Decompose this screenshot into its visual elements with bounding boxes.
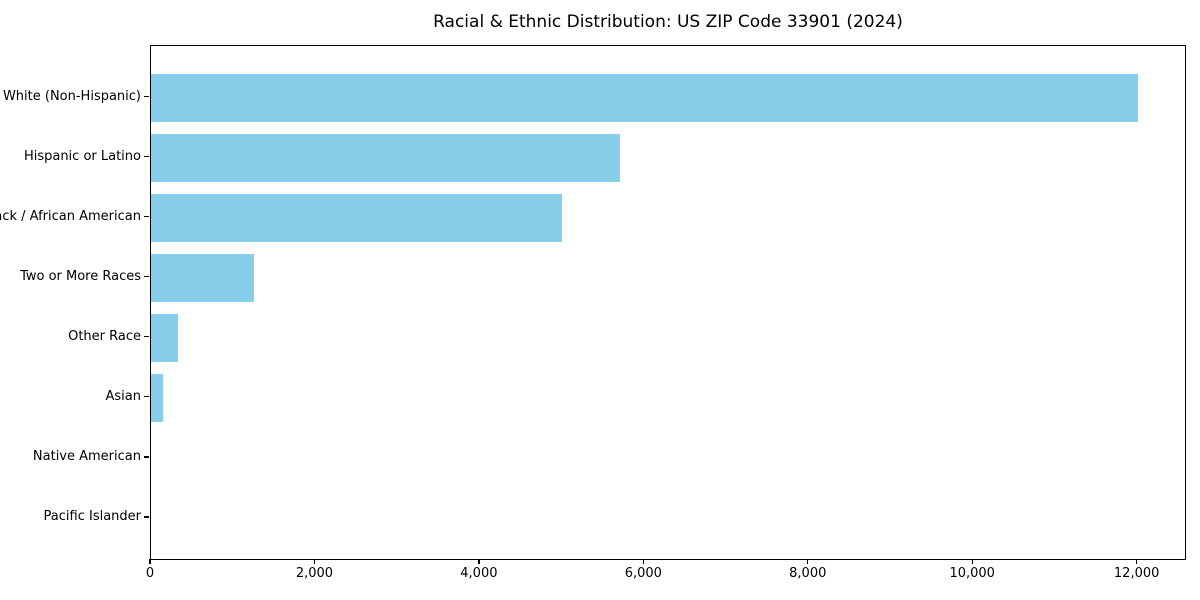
bar-black-african-american — [151, 193, 563, 242]
y-tick-mark — [144, 276, 149, 278]
y-tick-mark — [144, 396, 149, 398]
x-tick-mark — [149, 559, 151, 564]
x-tick-label: 12,000 — [1113, 566, 1160, 581]
bar-asian — [151, 373, 164, 422]
x-tick-label: 2,000 — [295, 566, 334, 581]
y-tick-label: Black / African American — [0, 208, 141, 224]
bar-two-or-more-races — [151, 253, 254, 302]
plot-area — [150, 45, 1186, 560]
y-tick-label: Native American — [32, 448, 141, 464]
bar-hispanic-or-latino — [151, 133, 620, 182]
y-tick-mark — [144, 456, 149, 458]
y-tick-mark — [144, 516, 149, 518]
bar-other-race — [151, 313, 178, 362]
x-tick-label: 8,000 — [789, 566, 827, 581]
x-tick-mark — [642, 559, 644, 564]
y-tick-mark — [144, 155, 149, 158]
x-tick-mark — [478, 559, 480, 564]
y-tick-label: Two or More Races — [20, 268, 141, 284]
y-tick-label: Hispanic or Latino — [23, 148, 141, 164]
chart-title: Racial & Ethnic Distribution: US ZIP Cod… — [433, 12, 903, 32]
y-axis-labels: White (Non-Hispanic) Hispanic or Latino Bl… — [0, 0, 141, 600]
x-tick-mark — [807, 559, 809, 564]
x-tick-label: 4,000 — [460, 566, 498, 581]
y-tick-mark — [144, 215, 149, 218]
bar-white-non-hispanic — [151, 73, 1138, 122]
y-tick-mark — [144, 95, 149, 98]
y-tick-label: Asian — [105, 388, 141, 404]
y-tick-label: White (Non-Hispanic) — [2, 88, 141, 104]
x-tick-label: 10,000 — [949, 566, 995, 581]
x-tick-label: 0 — [145, 566, 155, 581]
x-tick-mark — [313, 559, 316, 564]
x-tick-mark — [1136, 559, 1138, 564]
x-tick-mark — [971, 559, 973, 564]
y-tick-label: Other Race — [68, 328, 141, 344]
y-tick-label: Pacific Islander — [43, 508, 141, 524]
x-tick-label: 6,000 — [624, 566, 662, 581]
y-tick-mark — [144, 336, 149, 338]
